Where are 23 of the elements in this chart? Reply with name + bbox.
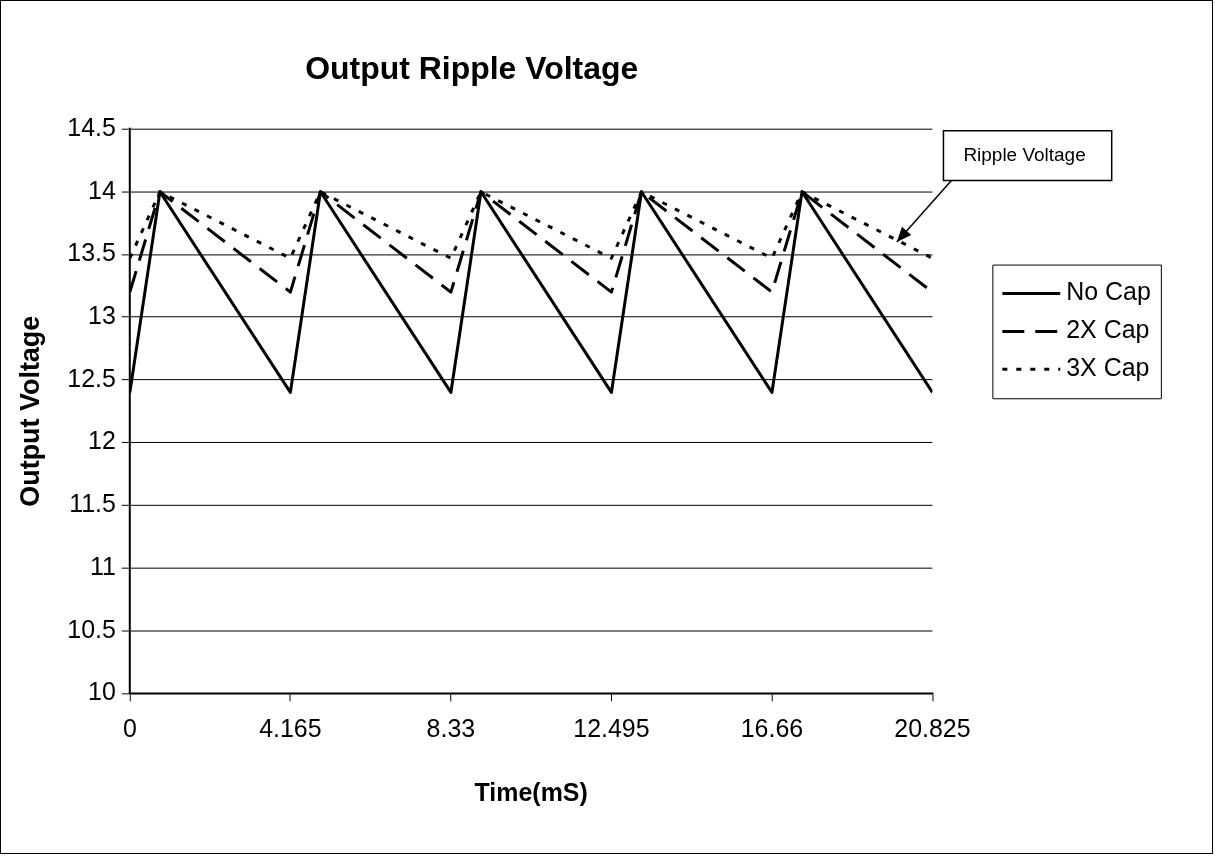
y-tick-label: 10.5 — [67, 614, 116, 643]
y-tick-label: 13.5 — [67, 238, 116, 267]
y-tick-label: 11 — [89, 551, 116, 580]
x-tick-label: 4.165 — [259, 714, 322, 743]
legend-label: 3X Cap — [1066, 353, 1150, 382]
annotation: Ripple Voltage — [963, 143, 1086, 165]
y-tick-label: 14 — [88, 175, 116, 204]
y-tick-label: 10 — [88, 677, 116, 706]
x-tick-label: 16.66 — [740, 714, 804, 743]
x-axis-title: Time(mS) — [474, 778, 588, 807]
x-tick-label: 20.825 — [894, 714, 971, 743]
x-tick-label: 12.495 — [573, 714, 650, 743]
legend-label: 2X Cap — [1066, 315, 1150, 344]
y-tick-label: 12 — [88, 426, 116, 455]
chart-title: Output Ripple Voltage — [305, 49, 639, 86]
y-tick-label: 13 — [88, 301, 116, 330]
x-tick-label: 8.33 — [426, 714, 476, 743]
y-tick-label: 11.5 — [69, 489, 116, 518]
y-tick-label: 12.5 — [67, 363, 116, 392]
y-axis-title: Output Voltage — [14, 315, 45, 507]
y-tick-label: 14.5 — [67, 112, 116, 141]
x-tick-label: 0 — [122, 714, 137, 743]
legend-label: No Cap — [1066, 277, 1151, 306]
